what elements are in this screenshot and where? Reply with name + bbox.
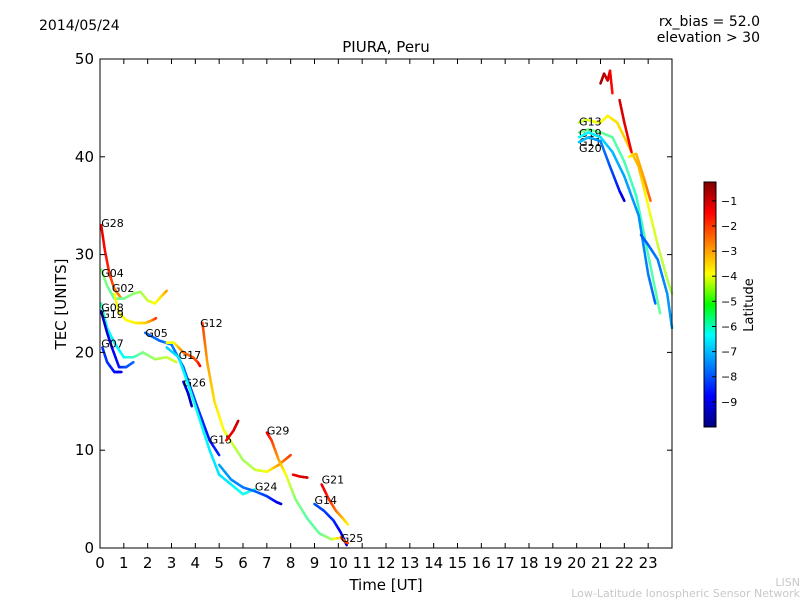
satellite-label: G15	[210, 433, 233, 446]
satellite-track	[101, 346, 123, 374]
satellite-label: G13	[579, 116, 602, 129]
x-tick-label: 1	[119, 554, 129, 572]
track-segment	[629, 147, 633, 154]
x-tick-label: 18	[519, 554, 538, 572]
satellite-label: G17	[179, 349, 202, 362]
satellite-track	[599, 69, 614, 95]
satellite-track	[165, 346, 257, 496]
y-axis-label: TEC [UNITS]	[52, 259, 70, 351]
colorbar-tick-label: −6	[721, 320, 737, 333]
satellite-label: G21	[322, 473, 345, 486]
colorbar-label: Latitude	[742, 278, 757, 332]
colorbar-tick-label: −5	[721, 295, 737, 308]
x-tick-label: 12	[376, 554, 395, 572]
satellite-track	[217, 463, 283, 506]
colorbar-tick-label: −2	[721, 220, 737, 233]
x-tick-label: 17	[496, 554, 515, 572]
satellite-track	[99, 302, 178, 364]
track-segment	[657, 306, 662, 315]
x-tick-label: 13	[400, 554, 419, 572]
satellite-track	[291, 473, 309, 479]
x-tick-label: 2	[143, 554, 153, 572]
satellite-label: G14	[315, 494, 338, 507]
x-axis-label: Time [UT]	[348, 576, 422, 594]
satellite-track	[618, 98, 633, 154]
chart-title: PIURA, Peru	[342, 38, 429, 56]
satellite-label: G08	[101, 301, 124, 314]
x-tick-label: 16	[472, 554, 491, 572]
x-tick-label: 5	[214, 554, 224, 572]
colorbar-tick-label: −8	[721, 371, 737, 384]
satellite-track	[577, 135, 626, 203]
x-tick-label: 10	[329, 554, 348, 572]
elevation-label: elevation > 30	[656, 30, 760, 46]
satellite-label: G19	[101, 308, 124, 321]
satellite-track	[577, 128, 662, 315]
y-tick-label: 30	[75, 246, 94, 264]
x-tick-label: 22	[615, 554, 634, 572]
satellite-track	[225, 419, 240, 442]
watermark-network: Low-Latitude Ionospheric Sensor Network	[571, 587, 800, 600]
x-tick-label: 11	[353, 554, 372, 572]
satellite-track	[182, 380, 194, 408]
satellite-track	[99, 268, 168, 305]
colorbar-tick-label: −9	[721, 396, 737, 409]
satellite-label: G04	[101, 267, 124, 280]
track-segment	[648, 197, 652, 203]
x-tick-label: 14	[424, 554, 443, 572]
satellite-label: G05	[145, 327, 168, 340]
satellite-track	[265, 431, 340, 541]
x-tick-label: 19	[543, 554, 562, 572]
x-tick-label: 6	[238, 554, 248, 572]
colorbar-tick-label: −7	[721, 346, 737, 359]
satellite-label: G25	[341, 532, 364, 545]
track-segment	[216, 452, 221, 457]
satellite-label: G28	[101, 217, 124, 230]
satellite-track	[320, 483, 350, 526]
satellite-track	[627, 152, 652, 203]
x-tick-label: 9	[310, 554, 320, 572]
x-tick-label: 7	[262, 554, 272, 572]
y-tick-label: 50	[75, 50, 94, 68]
satellite-label: G07	[101, 338, 124, 351]
y-tick-label: 20	[75, 343, 94, 361]
track-segment	[344, 542, 348, 547]
x-tick-label: 0	[95, 554, 105, 572]
satellite-track	[113, 292, 158, 325]
y-tick-label: 10	[75, 441, 94, 459]
rx-bias-label: rx_bias = 52.0	[658, 14, 760, 30]
x-tick-label: 3	[167, 554, 177, 572]
y-tick-label: 40	[75, 148, 94, 166]
x-tick-label: 4	[191, 554, 201, 572]
colorbar-tick-label: −3	[721, 245, 737, 258]
y-tick-label: 0	[84, 539, 94, 557]
x-tick-label: 21	[591, 554, 610, 572]
x-tick-label: 20	[567, 554, 586, 572]
x-tick-label: 8	[286, 554, 296, 572]
satellite-track	[99, 224, 123, 300]
satellite-label: G24	[255, 480, 278, 493]
colorbar-tick-label: −1	[721, 195, 737, 208]
watermark-short: LISN	[775, 576, 800, 589]
date-label: 2014/05/24	[39, 18, 120, 34]
satellite-label: G20	[579, 142, 602, 155]
track-segment	[653, 299, 657, 305]
x-tick-label: 15	[448, 554, 467, 572]
x-tick-label: 23	[639, 554, 658, 572]
colorbar-tick-label: −4	[721, 270, 737, 283]
satellite-track	[99, 310, 135, 369]
satellite-track	[339, 535, 350, 545]
satellite-label: G12	[200, 317, 223, 330]
satellite-track	[165, 341, 202, 368]
satellite-track	[577, 131, 657, 305]
satellite-label: G29	[267, 425, 290, 438]
satellite-track	[201, 321, 292, 473]
satellite-label: G02	[112, 282, 135, 295]
colorbar	[703, 181, 717, 428]
track-segment	[288, 453, 292, 458]
